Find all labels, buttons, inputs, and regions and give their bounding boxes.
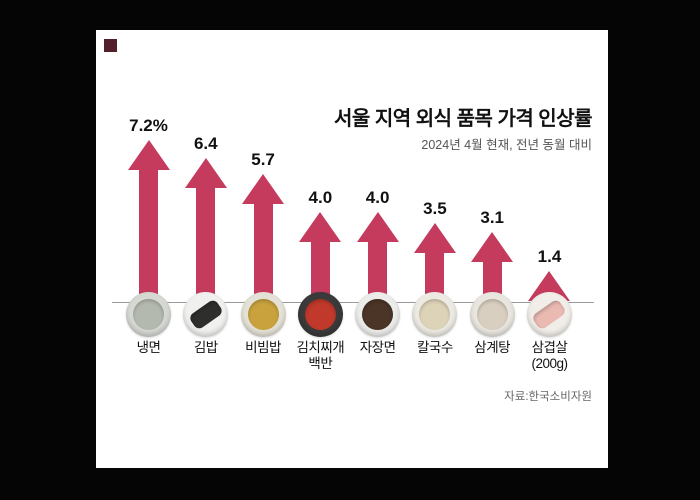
bibimbap-bowl-icon (240, 292, 286, 337)
label-slot: 칼국수 (406, 340, 463, 372)
label-slot: 김치찌개 백반 (292, 340, 349, 372)
icon-content (531, 298, 568, 331)
icon-content (133, 299, 164, 330)
arrow-head (356, 212, 399, 242)
value-label: 4.0 (365, 188, 390, 207)
icon-slot (120, 292, 177, 337)
arrow-shaft (310, 242, 330, 302)
icon-content (247, 299, 279, 330)
category-label: 비빔밥 (245, 340, 281, 355)
icon-content (304, 299, 336, 330)
icon-slot (406, 292, 463, 337)
up-arrow (242, 173, 285, 302)
icon-content (362, 299, 394, 330)
icon-slot (464, 292, 521, 337)
category-label: 삼계탕 (474, 340, 511, 355)
icon-slot (349, 292, 406, 337)
jajangmyeon-bowl-icon (355, 292, 401, 337)
icon-content (476, 299, 508, 330)
label-slot: 비빔밥 (235, 340, 292, 372)
chart-column: 6.4 (177, 134, 234, 302)
value-label: 1.4 (537, 246, 562, 266)
arrow-shaft (196, 188, 216, 302)
arrow-head (184, 158, 227, 188)
icon-content (187, 298, 224, 331)
category-label: 삼겹살 (200g) (531, 340, 568, 372)
icon-slot (177, 292, 234, 337)
arrow-head (127, 140, 170, 170)
label-slot: 냉면 (120, 340, 177, 372)
chart-column: 5.7 (235, 150, 292, 302)
icon-content (419, 299, 451, 330)
bars-row: 7.2% 6.4 5.7 4.0 4.0 3.5 (120, 30, 578, 302)
label-slot: 자장면 (349, 340, 406, 372)
chart-column: 3.5 (406, 199, 463, 302)
kimchi-stew-pot-icon (297, 292, 343, 337)
corner-mark (104, 39, 117, 52)
value-label: 3.5 (423, 199, 447, 219)
value-label: 5.7 (251, 149, 275, 169)
naengmyeon-bowl-icon (126, 292, 171, 337)
value-label: 7.2% (129, 116, 168, 135)
chart-column: 4.0 (349, 188, 406, 302)
chart-card: 서울 지역 외식 품목 가격 인상률 2024년 4월 현재, 전년 동월 대비… (96, 30, 608, 468)
samgyetang-bowl-icon (469, 292, 515, 337)
up-arrow (356, 212, 399, 302)
arrow-head (242, 173, 285, 204)
chart-title: 서울 지역 외식 품목 가격 인상률 (334, 108, 592, 130)
up-arrow (184, 158, 227, 302)
gimbap-roll-icon (183, 292, 229, 337)
arrow-shaft (368, 242, 388, 302)
icon-slot (292, 292, 349, 337)
chart-column: 7.2% (120, 116, 177, 302)
arrow-shaft (139, 170, 158, 302)
label-slot: 삼계탕 (464, 340, 521, 372)
arrow-shaft (425, 253, 445, 302)
label-slot: 삼겹살 (200g) (521, 340, 578, 372)
category-label: 칼국수 (417, 340, 453, 355)
baseline-axis (112, 302, 594, 303)
food-icons-row (120, 292, 578, 337)
source-note: 자료:한국소비자원 (504, 391, 592, 403)
up-arrow (299, 212, 342, 302)
chart-column: 4.0 (292, 188, 349, 302)
icon-slot (521, 292, 578, 337)
up-arrow (413, 223, 456, 302)
label-slot: 김밥 (177, 340, 234, 372)
chart-subtitle: 2024년 4월 현재, 전년 동월 대비 (421, 138, 592, 152)
value-label: 6.4 (193, 134, 218, 153)
category-labels-row: 냉면 김밥 비빔밥 김치찌개 백반 자장면 칼국수 삼계탕 삼겹살 (200g) (120, 340, 578, 372)
value-label: 3.1 (480, 208, 504, 228)
category-label: 냉면 (136, 340, 161, 355)
category-label: 김밥 (193, 340, 218, 355)
arrow-shaft (253, 203, 273, 302)
arrow-head (471, 232, 514, 263)
icon-slot (235, 292, 292, 337)
pork-belly-icon (526, 292, 572, 337)
arrow-head (413, 223, 456, 254)
value-label: 4.0 (308, 188, 333, 207)
category-label: 김치찌개 백반 (296, 340, 345, 372)
category-label: 자장면 (359, 340, 396, 355)
up-arrow (127, 140, 170, 302)
chart-column: 3.1 (464, 208, 521, 302)
kalguksu-bowl-icon (412, 292, 458, 337)
arrow-head (299, 212, 342, 242)
